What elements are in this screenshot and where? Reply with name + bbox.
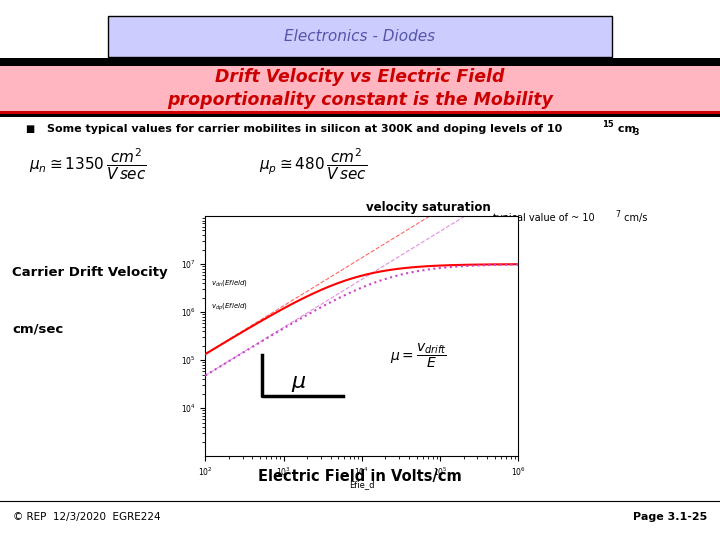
Text: $\mu_p \cong 480\,\dfrac{cm^2}{V\,sec}$: $\mu_p \cong 480\,\dfrac{cm^2}{V\,sec}$ xyxy=(259,147,367,183)
Text: 15: 15 xyxy=(602,120,613,129)
Bar xyxy=(0,111,720,114)
Text: $\mu$: $\mu$ xyxy=(292,374,307,394)
Text: $v_{dn}(Efield)$: $v_{dn}(Efield)$ xyxy=(212,278,248,288)
Text: cm: cm xyxy=(614,124,636,133)
Text: velocity saturation: velocity saturation xyxy=(366,201,491,214)
Text: cm/sec: cm/sec xyxy=(12,323,63,336)
Bar xyxy=(0,114,720,117)
FancyBboxPatch shape xyxy=(108,16,612,57)
Text: Carrier Drift Velocity: Carrier Drift Velocity xyxy=(12,266,168,279)
Text: Page 3.1-25: Page 3.1-25 xyxy=(633,512,707,522)
Text: $\mu_n \cong 1350\,\dfrac{cm^2}{V\,sec}$: $\mu_n \cong 1350\,\dfrac{cm^2}{V\,sec}$ xyxy=(29,147,147,183)
Text: typical value of ~ 10: typical value of ~ 10 xyxy=(493,213,595,222)
Bar xyxy=(0,66,720,111)
Text: Some typical values for carrier mobilites in silicon at 300K and doping levels o: Some typical values for carrier mobilite… xyxy=(47,124,562,133)
Text: $\mu = \dfrac{v_{drift}}{E}$: $\mu = \dfrac{v_{drift}}{E}$ xyxy=(390,341,446,370)
Text: ■: ■ xyxy=(25,124,35,133)
Text: Electric Field in Volts/cm: Electric Field in Volts/cm xyxy=(258,469,462,484)
Text: cm/s: cm/s xyxy=(621,213,647,222)
Bar xyxy=(0,58,720,66)
Text: © REP  12/3/2020  EGRE224: © REP 12/3/2020 EGRE224 xyxy=(13,512,161,522)
Text: -3: -3 xyxy=(631,129,640,137)
Text: Drift Velocity vs Electric Field
proportionality constant is the Mobility: Drift Velocity vs Electric Field proport… xyxy=(167,68,553,109)
Text: 7: 7 xyxy=(615,210,620,219)
Text: $v_{dp}(Efield)$: $v_{dp}(Efield)$ xyxy=(212,302,248,313)
Text: Electronics - Diodes: Electronics - Diodes xyxy=(284,29,436,44)
X-axis label: Efie_d: Efie_d xyxy=(349,480,374,489)
